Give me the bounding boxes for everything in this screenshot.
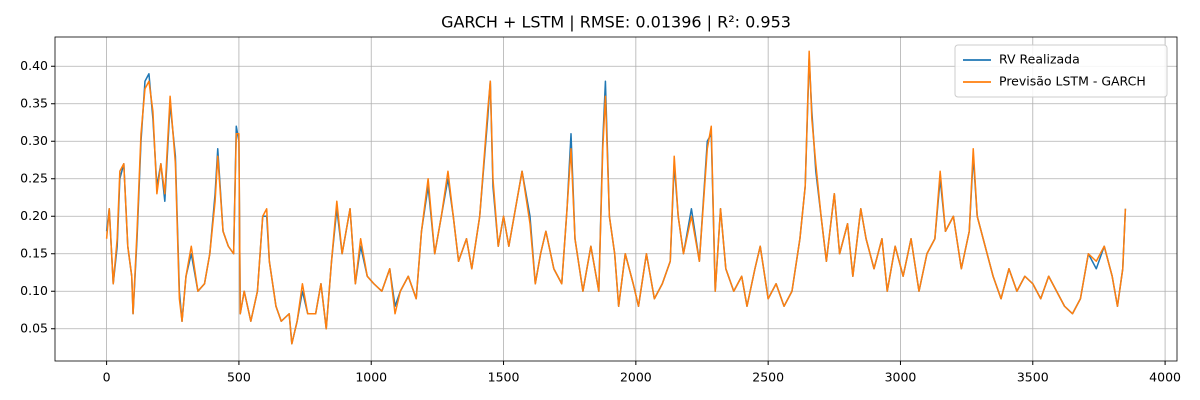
y-tick-label: 0.30: [20, 133, 48, 148]
x-tick-label: 2500: [752, 370, 784, 385]
series-line: [105, 50, 1127, 345]
legend-label: Previsão LSTM - GARCH: [999, 74, 1146, 89]
plot-frame: [54, 36, 1178, 362]
y-tick-label: 0.40: [20, 58, 48, 73]
x-tick-label: 3000: [885, 370, 917, 385]
y-tick-label: 0.25: [20, 170, 48, 185]
legend-label: RV Realizada: [999, 52, 1080, 67]
y-tick-label: 0.20: [20, 208, 48, 223]
x-tick-label: 2000: [620, 370, 652, 385]
y-tick-label: 0.35: [20, 95, 48, 110]
grid: [55, 37, 1177, 361]
y-tick-label: 0.05: [20, 320, 48, 335]
legend-box: [954, 44, 1168, 98]
x-tick-label: 500: [227, 370, 251, 385]
legend: RV Realizada Previsão LSTM - GARCH: [954, 44, 1168, 98]
x-tick-label: 3500: [1017, 370, 1049, 385]
x-tick-label: 1500: [488, 370, 520, 385]
chart-title: GARCH + LSTM | RMSE: 0.01396 | R²: 0.953: [441, 13, 791, 32]
x-tick-label: 0: [103, 370, 111, 385]
y-tick-label: 0.10: [20, 283, 48, 298]
x-tick-label: 4000: [1149, 370, 1181, 385]
series-line: [105, 58, 1127, 345]
y-tick-label: 0.15: [20, 245, 48, 260]
x-tick-label: 1000: [355, 370, 387, 385]
